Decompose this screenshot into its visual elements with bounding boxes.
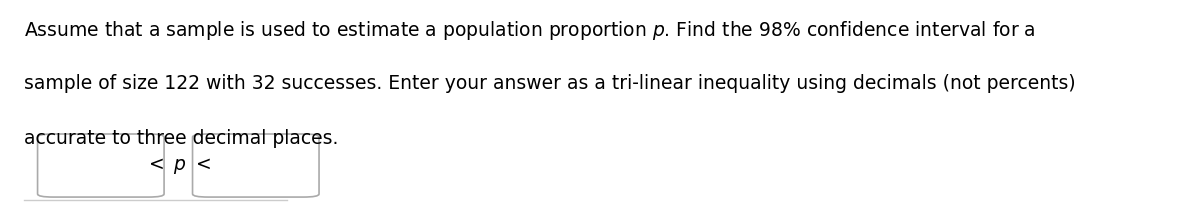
Text: Assume that a sample is used to estimate a population proportion $p$. Find the 9: Assume that a sample is used to estimate… — [24, 19, 1036, 42]
Text: sample of size 122 with 32 successes. Enter your answer as a tri-linear inequali: sample of size 122 with 32 successes. En… — [24, 74, 1075, 93]
FancyBboxPatch shape — [37, 134, 164, 197]
Text: accurate to three decimal places.: accurate to three decimal places. — [24, 129, 338, 148]
Text: $<$ $p$ $<$: $<$ $p$ $<$ — [145, 155, 211, 176]
FancyBboxPatch shape — [192, 134, 319, 197]
